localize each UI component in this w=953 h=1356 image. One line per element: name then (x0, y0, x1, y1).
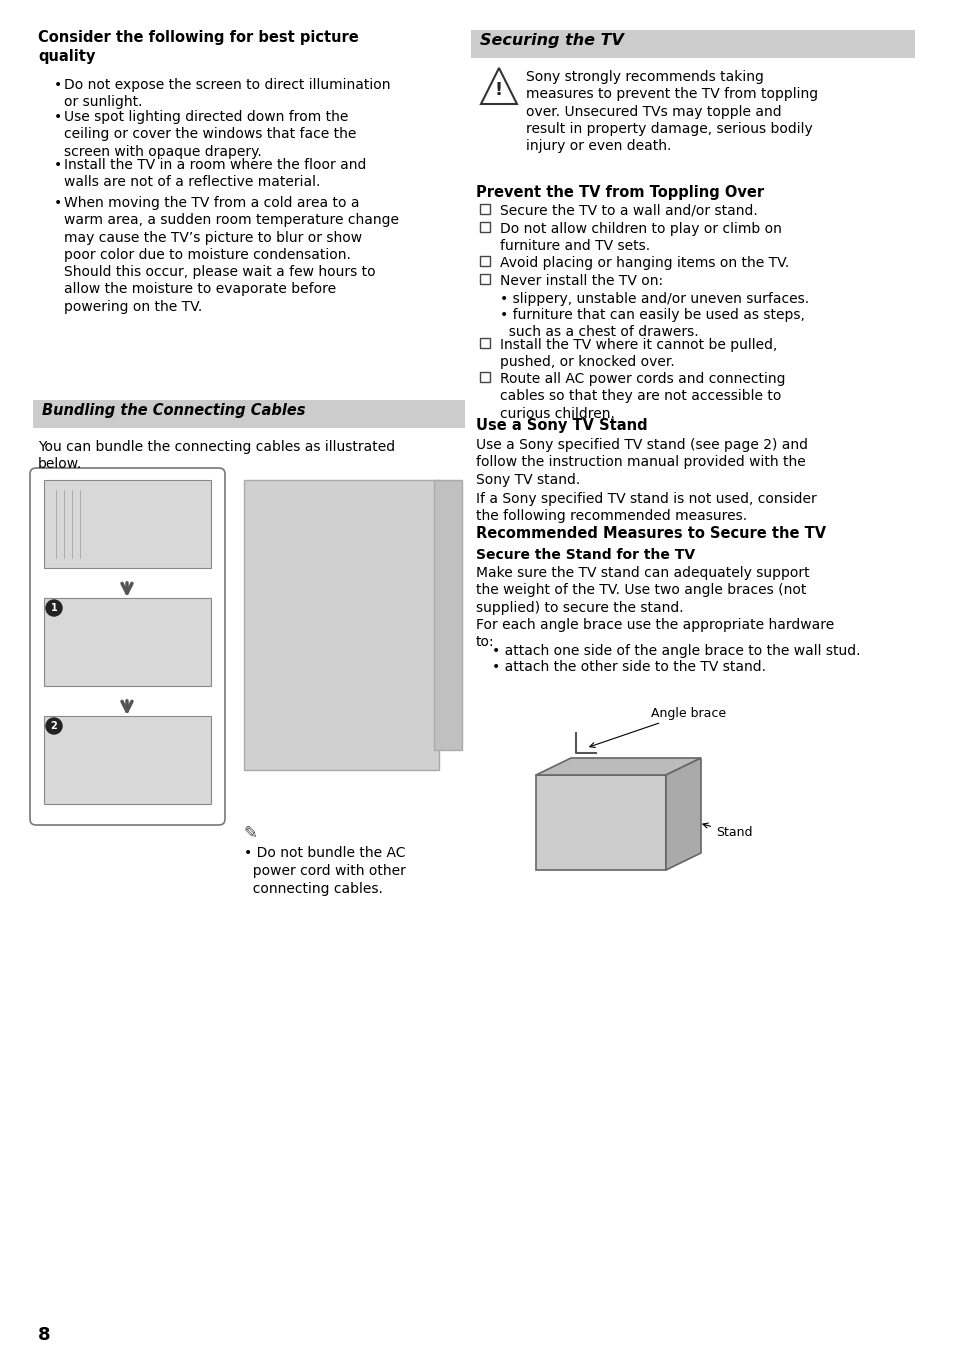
Bar (44, 598, 211, 686)
Circle shape (46, 599, 62, 616)
Bar (479, 274, 490, 283)
Text: !: ! (495, 81, 502, 99)
Text: Never install the TV on:: Never install the TV on: (499, 274, 662, 287)
Text: Bundling the Connecting Cables: Bundling the Connecting Cables (42, 403, 305, 418)
Text: Secure the TV to a wall and/or stand.: Secure the TV to a wall and/or stand. (499, 203, 757, 218)
Text: • slippery, unstable and/or uneven surfaces.: • slippery, unstable and/or uneven surfa… (499, 292, 808, 306)
Text: Avoid placing or hanging items on the TV.: Avoid placing or hanging items on the TV… (499, 256, 788, 270)
Bar (33, 400, 464, 428)
Text: Use a Sony TV Stand: Use a Sony TV Stand (476, 418, 647, 433)
Text: • attach the other side to the TV stand.: • attach the other side to the TV stand. (492, 660, 765, 674)
Text: Do not expose the screen to direct illumination
or sunlight.: Do not expose the screen to direct illum… (64, 79, 390, 110)
Bar (479, 222, 490, 232)
Polygon shape (665, 758, 700, 871)
Text: Recommended Measures to Secure the TV: Recommended Measures to Secure the TV (476, 526, 825, 541)
Text: Do not allow children to play or climb on
furniture and TV sets.: Do not allow children to play or climb o… (499, 222, 781, 254)
Text: Install the TV where it cannot be pulled,
pushed, or knocked over.: Install the TV where it cannot be pulled… (499, 338, 777, 369)
Text: •: • (54, 159, 62, 172)
Text: Angle brace: Angle brace (589, 706, 725, 747)
Text: Install the TV in a room where the floor and
walls are not of a reflective mater: Install the TV in a room where the floor… (64, 159, 366, 190)
Text: Use a Sony specified TV stand (see page 2) and
follow the instruction manual pro: Use a Sony specified TV stand (see page … (476, 438, 807, 487)
Text: When moving the TV from a cold area to a
warm area, a sudden room temperature ch: When moving the TV from a cold area to a… (64, 197, 398, 313)
FancyBboxPatch shape (30, 468, 225, 824)
Text: Route all AC power cords and connecting
cables so that they are not accessible t: Route all AC power cords and connecting … (499, 372, 784, 420)
Text: Stand: Stand (702, 823, 752, 839)
Bar (479, 256, 490, 266)
Bar (479, 372, 490, 382)
Bar (479, 203, 490, 214)
Text: ✎: ✎ (244, 824, 257, 842)
Text: 1: 1 (51, 603, 57, 613)
Bar (479, 338, 490, 348)
Polygon shape (536, 776, 665, 871)
Text: You can bundle the connecting cables as illustrated
below.: You can bundle the connecting cables as … (38, 439, 395, 472)
Text: •: • (54, 197, 62, 210)
Text: •: • (54, 110, 62, 123)
Polygon shape (536, 758, 700, 776)
Text: • Do not bundle the AC
  power cord with other
  connecting cables.: • Do not bundle the AC power cord with o… (244, 846, 405, 896)
Bar (434, 480, 461, 750)
Bar (44, 716, 211, 804)
Text: If a Sony specified TV stand is not used, consider
the following recommended mea: If a Sony specified TV stand is not used… (476, 492, 816, 523)
Text: 8: 8 (38, 1326, 51, 1344)
Text: Sony strongly recommends taking
measures to prevent the TV from toppling
over. U: Sony strongly recommends taking measures… (525, 71, 818, 153)
Text: Use spot lighting directed down from the
ceiling or cover the windows that face : Use spot lighting directed down from the… (64, 110, 356, 159)
Text: Securing the TV: Securing the TV (479, 33, 623, 47)
Circle shape (46, 717, 62, 734)
Text: • attach one side of the angle brace to the wall stud.: • attach one side of the angle brace to … (492, 644, 860, 658)
Bar (44, 480, 211, 568)
Polygon shape (480, 68, 517, 104)
Text: • furniture that can easily be used as steps,
  such as a chest of drawers.: • furniture that can easily be used as s… (499, 308, 804, 339)
Text: •: • (54, 79, 62, 92)
Text: Consider the following for best picture
quality: Consider the following for best picture … (38, 30, 358, 64)
Text: Make sure the TV stand can adequately support
the weight of the TV. Use two angl: Make sure the TV stand can adequately su… (476, 565, 833, 650)
Bar (244, 480, 438, 770)
Text: 2: 2 (51, 721, 57, 731)
Text: Prevent the TV from Toppling Over: Prevent the TV from Toppling Over (476, 184, 763, 199)
Text: Secure the Stand for the TV: Secure the Stand for the TV (476, 548, 695, 561)
Bar (471, 30, 914, 58)
